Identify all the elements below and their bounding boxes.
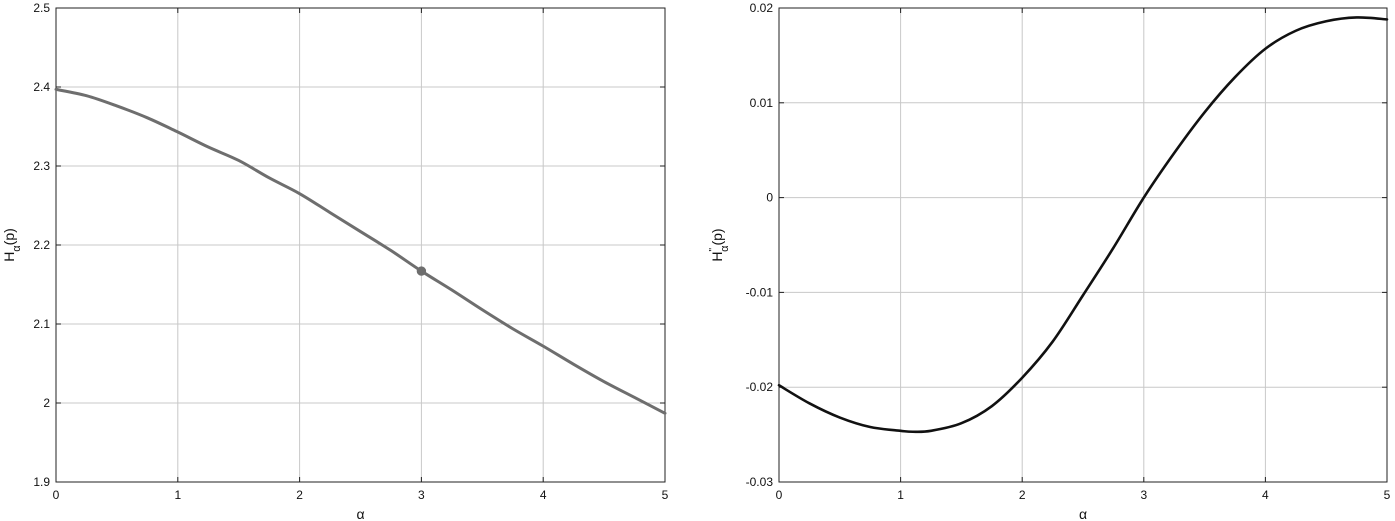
y-axis-label: H"α(p) [708,228,731,261]
y-tick-label: -0.03 [746,475,774,489]
series-line [54,87,667,415]
y-tick-label: 2.4 [33,80,50,94]
y-tick-label: 0 [766,191,773,205]
plot-frame [778,7,1388,483]
y-tick-label: 0.02 [750,1,774,15]
left-chart: 0 1 2 3 4 5 1.9 2 2.1 2.2 2.3 2.4 2.5 α Hα(p) [1,1,669,521]
x-tick-label: 0 [776,488,783,502]
y-tick-label: 1.9 [33,475,50,489]
y-tick-label: 2.5 [33,1,50,15]
y-axis-label: Hα(p) [1,228,23,262]
x-tick-label: 1 [897,488,904,502]
x-tick-label: 2 [296,488,303,502]
y-tick-label: 0.01 [750,96,774,110]
right-chart: 0 1 2 3 4 5 -0.03 -0.02 -0.01 0 0.01 0.02 α H"α(p) [708,1,1391,521]
y-tick-label: 2 [43,396,50,410]
x-tick-label: 3 [1140,488,1147,502]
x-tick-label: 2 [1019,488,1026,502]
y-tick-label: 2.2 [33,238,50,252]
y-tick-label: -0.01 [746,285,774,299]
highlight-marker [416,266,427,276]
x-tick-label: 3 [418,488,425,502]
x-tick-label: 5 [1384,488,1391,502]
y-tick-label: -0.02 [746,380,774,394]
x-tick-label: 4 [540,488,547,502]
x-tick-label: 5 [662,488,669,502]
x-tick-label: 4 [1262,488,1269,502]
x-axis-label: α [356,506,364,521]
x-tick-label: 1 [174,488,181,502]
y-tick-label: 2.3 [33,159,50,173]
x-axis-label: α [1079,506,1087,521]
y-tick-label: 2.1 [33,317,50,331]
series-line [777,16,1389,434]
x-tick-label: 0 [53,488,60,502]
